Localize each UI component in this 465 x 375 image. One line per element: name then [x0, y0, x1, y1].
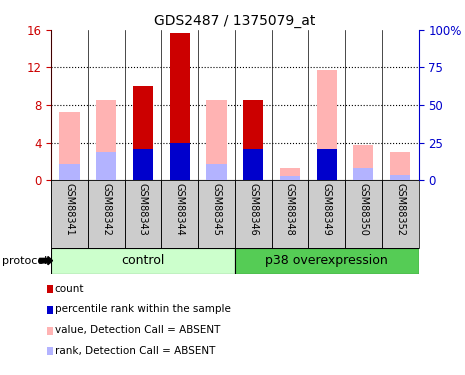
- Bar: [243, 149, 263, 180]
- Bar: [60, 164, 80, 180]
- Text: percentile rank within the sample: percentile rank within the sample: [55, 304, 231, 314]
- Text: GSM88352: GSM88352: [395, 183, 405, 236]
- Bar: [125, 180, 161, 248]
- Bar: [243, 149, 263, 180]
- Bar: [243, 100, 263, 180]
- Bar: [272, 180, 308, 248]
- Bar: [280, 176, 300, 180]
- Bar: [96, 100, 116, 180]
- Text: protocol: protocol: [2, 256, 47, 266]
- Text: p38 overexpression: p38 overexpression: [266, 254, 388, 267]
- Bar: [60, 112, 80, 180]
- Text: value, Detection Call = ABSENT: value, Detection Call = ABSENT: [55, 325, 220, 335]
- Text: GSM88349: GSM88349: [322, 183, 332, 236]
- Bar: [235, 248, 418, 274]
- Bar: [345, 180, 382, 248]
- Bar: [170, 144, 190, 180]
- Title: GDS2487 / 1375079_at: GDS2487 / 1375079_at: [154, 13, 316, 28]
- Bar: [353, 146, 373, 180]
- Bar: [88, 180, 125, 248]
- Bar: [96, 152, 116, 180]
- Bar: [317, 149, 337, 180]
- Text: rank, Detection Call = ABSENT: rank, Detection Call = ABSENT: [55, 346, 215, 355]
- Text: count: count: [55, 284, 84, 294]
- Text: GSM88341: GSM88341: [65, 183, 74, 236]
- Bar: [317, 70, 337, 180]
- Text: GSM88345: GSM88345: [212, 183, 221, 236]
- Text: GSM88344: GSM88344: [175, 183, 185, 236]
- Text: GSM88346: GSM88346: [248, 183, 258, 236]
- Text: GSM88350: GSM88350: [359, 183, 368, 236]
- Bar: [133, 86, 153, 180]
- Bar: [390, 152, 410, 180]
- Bar: [280, 168, 300, 180]
- Text: GSM88343: GSM88343: [138, 183, 148, 236]
- Bar: [382, 180, 418, 248]
- Text: GSM88342: GSM88342: [101, 183, 111, 236]
- Bar: [317, 149, 337, 180]
- Bar: [206, 100, 226, 180]
- Bar: [206, 164, 226, 180]
- Bar: [170, 33, 190, 180]
- Bar: [235, 180, 272, 248]
- Bar: [390, 176, 410, 180]
- Text: control: control: [121, 254, 165, 267]
- Bar: [51, 180, 88, 248]
- Bar: [198, 180, 235, 248]
- Bar: [353, 168, 373, 180]
- Bar: [161, 180, 198, 248]
- Bar: [133, 149, 153, 180]
- Bar: [51, 248, 235, 274]
- Bar: [308, 180, 345, 248]
- Bar: [133, 149, 153, 180]
- Text: GSM88348: GSM88348: [285, 183, 295, 236]
